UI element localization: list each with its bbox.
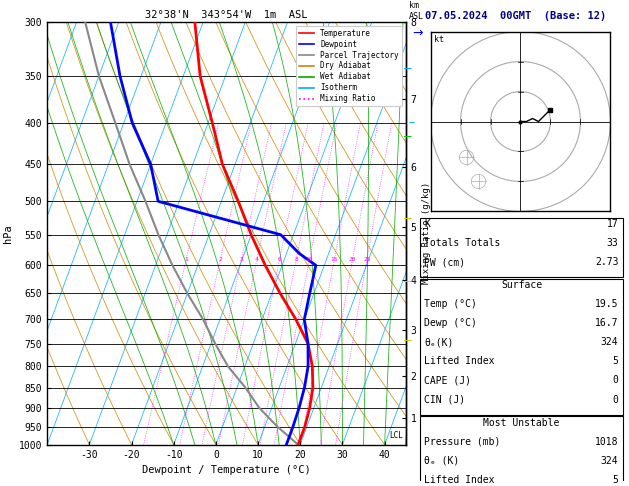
Text: Most Unstable: Most Unstable	[483, 417, 560, 428]
Text: Lifted Index: Lifted Index	[425, 475, 495, 485]
Text: 324: 324	[601, 337, 618, 347]
Title: 32°38'N  343°54'W  1m  ASL: 32°38'N 343°54'W 1m ASL	[145, 10, 308, 20]
Text: →: →	[412, 27, 423, 40]
Text: 07.05.2024  00GMT  (Base: 12): 07.05.2024 00GMT (Base: 12)	[425, 11, 606, 21]
Text: –: –	[404, 62, 412, 74]
Text: CIN (J): CIN (J)	[425, 395, 465, 404]
Text: 2.73: 2.73	[595, 257, 618, 267]
Text: 5: 5	[613, 356, 618, 366]
Text: 5: 5	[613, 475, 618, 485]
Text: 0: 0	[613, 376, 618, 385]
Text: 10: 10	[306, 257, 313, 262]
Y-axis label: hPa: hPa	[3, 224, 13, 243]
Text: 4: 4	[255, 257, 259, 262]
Text: 3: 3	[240, 257, 243, 262]
Text: 19.5: 19.5	[595, 299, 618, 309]
Text: θₑ(K): θₑ(K)	[425, 337, 454, 347]
Text: PW (cm): PW (cm)	[425, 257, 465, 267]
Text: 16.7: 16.7	[595, 318, 618, 328]
Text: 8: 8	[294, 257, 298, 262]
Text: 6: 6	[278, 257, 282, 262]
Text: –: –	[404, 212, 412, 225]
Text: Dewp (°C): Dewp (°C)	[425, 318, 477, 328]
X-axis label: Dewpoint / Temperature (°C): Dewpoint / Temperature (°C)	[142, 465, 311, 475]
Text: Pressure (mb): Pressure (mb)	[425, 436, 501, 447]
Text: kt: kt	[433, 35, 443, 44]
Text: θₑ (K): θₑ (K)	[425, 456, 460, 466]
Text: –: –	[404, 276, 412, 288]
Text: Totals Totals: Totals Totals	[425, 238, 501, 248]
Text: –: –	[409, 117, 415, 129]
Text: Surface: Surface	[501, 280, 542, 290]
Text: 0: 0	[613, 395, 618, 404]
Text: LCL: LCL	[390, 431, 404, 440]
Bar	[420, 279, 623, 415]
Text: –: –	[404, 334, 412, 347]
Text: CAPE (J): CAPE (J)	[425, 376, 472, 385]
Text: 1: 1	[184, 257, 188, 262]
Text: 20: 20	[349, 257, 356, 262]
Text: 15: 15	[331, 257, 338, 262]
Legend: Temperature, Dewpoint, Parcel Trajectory, Dry Adiabat, Wet Adiabat, Isotherm, Mi: Temperature, Dewpoint, Parcel Trajectory…	[296, 26, 402, 106]
Text: K: K	[425, 219, 430, 229]
Text: km
ASL: km ASL	[409, 1, 424, 21]
Y-axis label: Mixing Ratio (g/kg): Mixing Ratio (g/kg)	[422, 182, 431, 284]
Bar	[420, 218, 623, 278]
Text: 324: 324	[601, 456, 618, 466]
Text: 2: 2	[218, 257, 222, 262]
Text: –: –	[404, 130, 412, 142]
Text: 33: 33	[606, 238, 618, 248]
Text: 17: 17	[606, 219, 618, 229]
Bar	[420, 416, 623, 486]
Text: 25: 25	[363, 257, 370, 262]
Text: Lifted Index: Lifted Index	[425, 356, 495, 366]
Text: Temp (°C): Temp (°C)	[425, 299, 477, 309]
Text: 1018: 1018	[595, 436, 618, 447]
